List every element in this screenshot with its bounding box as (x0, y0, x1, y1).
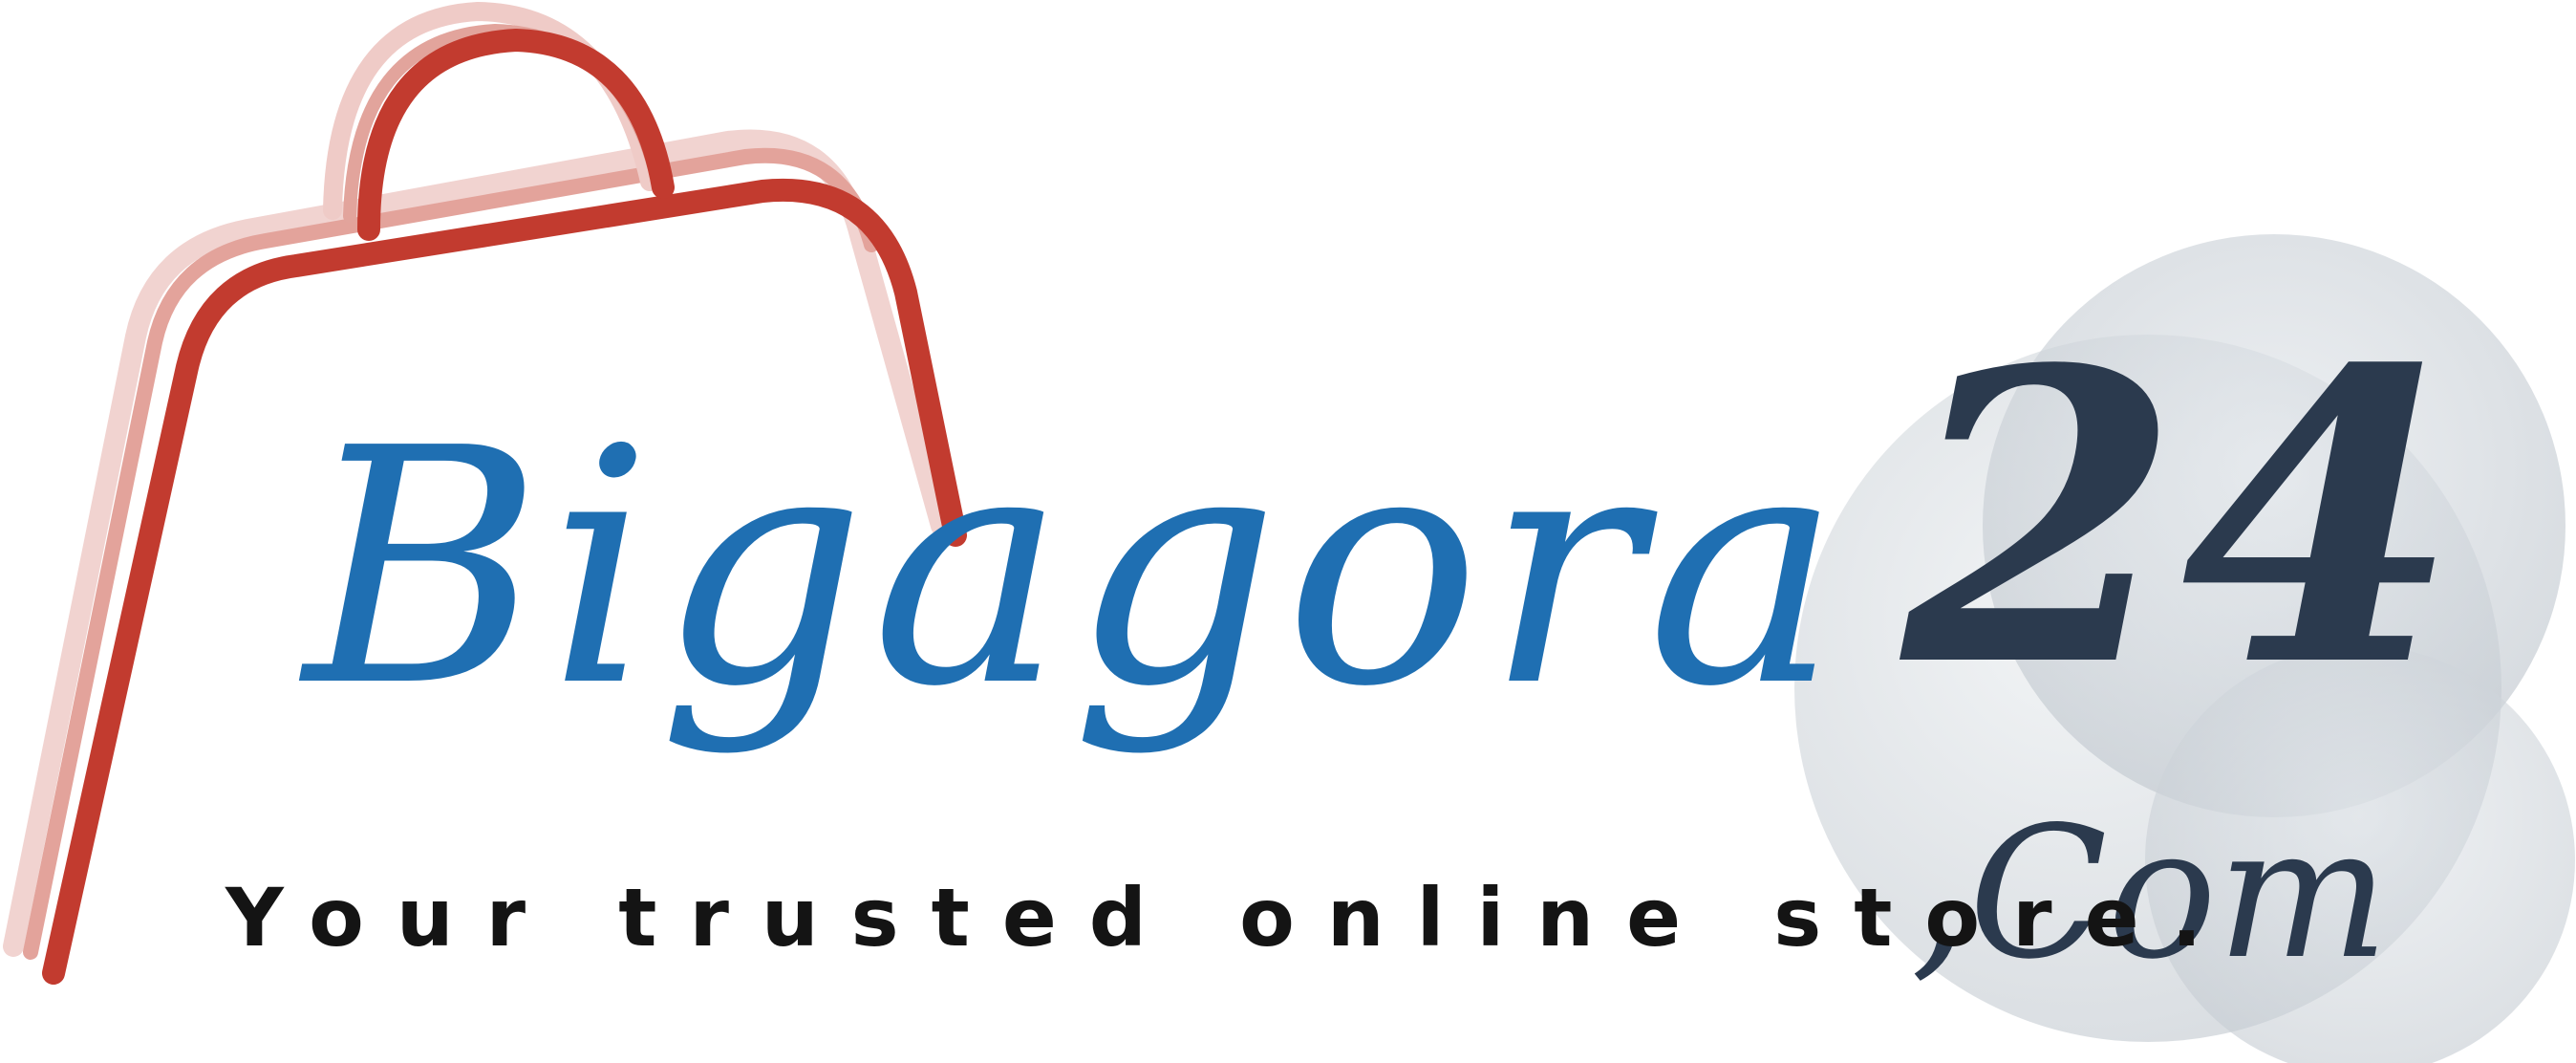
bag-handle (357, 29, 675, 241)
background-circles (1794, 234, 2575, 1063)
tagline: Your trusted online store. (225, 871, 2235, 965)
shopping-bag-icon (3, 2, 967, 985)
background-circle-bottom (2145, 645, 2575, 1063)
bag-shadow-middle (23, 147, 879, 960)
bag-body (42, 178, 967, 985)
